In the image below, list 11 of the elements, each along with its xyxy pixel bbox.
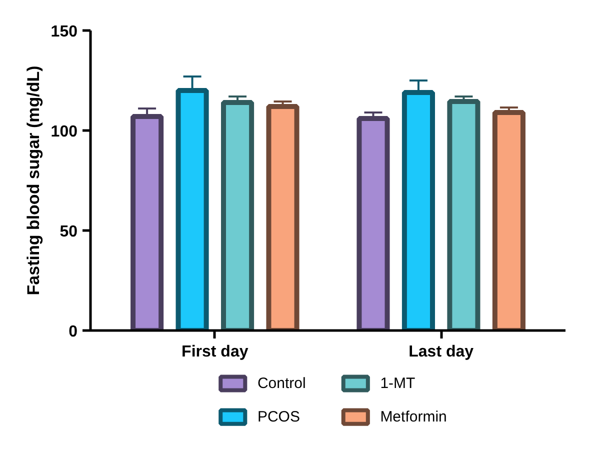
x-tick-label: First day	[182, 344, 248, 360]
legend-label: Metformin	[380, 408, 447, 426]
legend-label: 1-MT	[380, 375, 416, 392]
y-tick-label: 50	[60, 224, 78, 240]
y-axis-title: Fasting blood sugar (mg/dL)	[24, 66, 43, 296]
legend-label: PCOS	[257, 408, 300, 426]
legend-label: Control	[257, 375, 306, 392]
y-tick-label: 0	[68, 324, 78, 340]
x-tick-label: Last day	[408, 344, 474, 360]
y-tick-label: 150	[50, 24, 78, 40]
y-tick-label: 100	[50, 124, 78, 140]
